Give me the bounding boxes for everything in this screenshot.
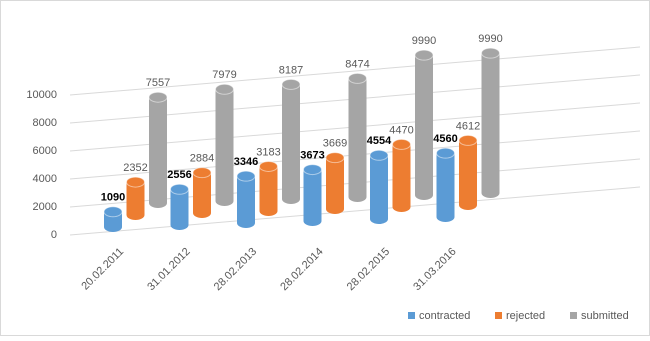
bar-top (303, 164, 322, 176)
data-label: 1090 (101, 192, 125, 204)
bar (436, 153, 455, 217)
bar-top (236, 170, 256, 182)
bar-top (103, 206, 123, 218)
legend-swatch (408, 312, 415, 319)
bar-top (148, 91, 168, 103)
data-label: 8187 (279, 64, 303, 76)
bar (215, 89, 234, 201)
legend-label: rejected (506, 310, 545, 322)
data-label: 9990 (412, 35, 436, 47)
y-tick-label: 2000 (33, 201, 57, 213)
data-label: 9990 (478, 33, 502, 45)
data-label: 7557 (146, 77, 170, 89)
bar-top (192, 167, 212, 179)
bar-top (348, 72, 367, 84)
bar (149, 97, 167, 203)
data-label: 3183 (256, 146, 280, 158)
grid-line (69, 186, 641, 236)
y-tick-label: 6000 (33, 145, 57, 157)
bar (370, 155, 388, 219)
grid-line (69, 46, 641, 96)
data-label: 2556 (167, 169, 191, 181)
data-label: 3346 (234, 156, 258, 168)
bar-top (259, 160, 278, 172)
bar-top (170, 183, 189, 195)
bar (459, 140, 477, 205)
bar (326, 157, 344, 209)
bar-top (414, 49, 434, 61)
y-tick-label: 8000 (33, 117, 57, 129)
bar-top (392, 138, 411, 150)
legend-swatch (570, 312, 577, 319)
bar (392, 144, 411, 207)
data-label: 4470 (389, 124, 413, 136)
y-tick-label: 4000 (33, 173, 57, 185)
bar (481, 53, 500, 193)
data-label: 4560 (433, 133, 457, 145)
legend-label: contracted (419, 310, 470, 322)
data-label: 2884 (190, 153, 214, 165)
bar (193, 172, 211, 213)
data-label: 4554 (367, 135, 392, 147)
legend-swatch (495, 312, 502, 319)
data-label: 8474 (345, 58, 369, 70)
bar-top (481, 47, 500, 59)
bar-top (458, 134, 478, 146)
bar (126, 182, 145, 215)
bar-top (325, 152, 345, 164)
bar (348, 78, 367, 197)
bar (282, 84, 300, 199)
y-tick-label: 0 (51, 229, 57, 241)
bar-top (369, 149, 389, 161)
y-tick-label: 10000 (26, 89, 57, 101)
bar-top (126, 176, 145, 188)
data-label: 4612 (456, 120, 480, 132)
bar-top (436, 147, 455, 159)
data-label: 3673 (300, 149, 324, 161)
bar (259, 166, 278, 211)
data-label: 2352 (123, 162, 147, 174)
bar (237, 176, 255, 223)
bar (303, 169, 322, 221)
bar (415, 55, 433, 195)
bar-top (281, 78, 301, 90)
bar (170, 189, 189, 225)
bar-top (215, 83, 234, 95)
legend-label: submitted (581, 310, 629, 322)
data-label: 7979 (212, 69, 236, 81)
data-label: 3669 (323, 138, 347, 150)
